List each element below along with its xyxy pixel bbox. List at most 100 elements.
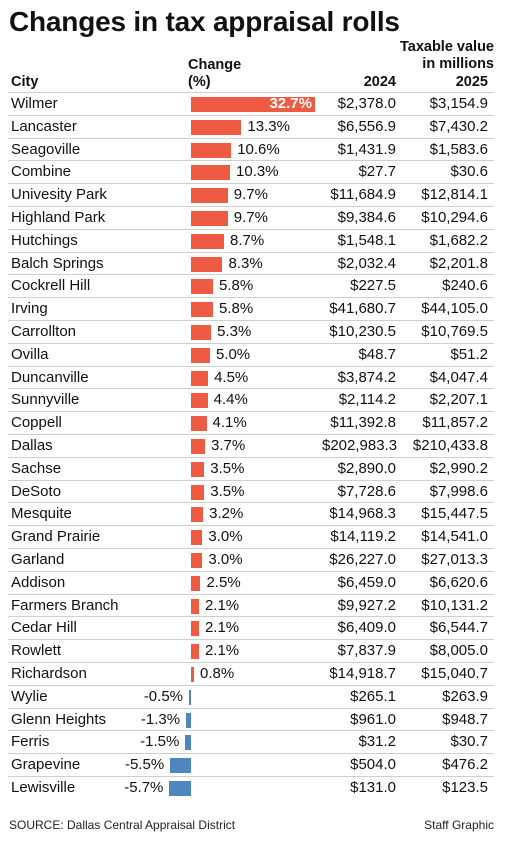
city-name: Irving xyxy=(11,300,48,318)
change-bar-positive xyxy=(191,621,199,637)
change-bar-negative xyxy=(186,712,191,728)
value-2025: $14,541.0 xyxy=(421,528,488,546)
change-bar-negative xyxy=(169,781,191,796)
change-bar-positive xyxy=(191,97,315,112)
change-label: 8.3% xyxy=(228,254,263,272)
table-row: Glenn Heights -1.3% $961.0 $948.7 xyxy=(8,707,494,731)
city-name: Wilmer xyxy=(11,95,58,112)
change-label: 4.5% xyxy=(214,368,249,386)
value-2024: $11,392.8 xyxy=(330,414,396,432)
city-name: Duncanville xyxy=(11,368,89,386)
table-row: Lewisville -5.7% $131.0 $123.5 xyxy=(8,776,494,799)
value-2025: $263.9 xyxy=(442,687,488,705)
change-label: 5.8% xyxy=(218,277,254,295)
table-row: Addison 2.5% $6,459.0 $6,620.6 xyxy=(8,570,494,594)
table-row: Grand Prairie 3.0% $14,119.2 $14,541.0 xyxy=(8,525,494,548)
value-2024: $2,890.0 xyxy=(337,459,396,477)
table-row: Wylie -0.5% $265.1 $263.9 xyxy=(8,684,494,708)
value-2024: $6,459.0 xyxy=(337,573,396,591)
change-bar-positive xyxy=(191,256,223,272)
value-2024: $131.0 xyxy=(350,779,396,796)
value-2025: $10,131.2 xyxy=(421,596,488,614)
change-bar-positive xyxy=(191,279,213,295)
city-name: Rowlett xyxy=(11,642,62,660)
city-name: Highland Park xyxy=(11,209,106,226)
value-2024: $48.7 xyxy=(358,345,396,363)
change-bar-positive xyxy=(191,233,224,249)
city-name: Ovilla xyxy=(11,345,49,363)
change-label: -0.5% xyxy=(143,687,183,705)
value-2024: $1,431.9 xyxy=(337,140,396,158)
city-name: Sunnyville xyxy=(11,391,80,409)
change-bar-positive xyxy=(191,553,203,568)
value-2024: $961.0 xyxy=(350,710,396,728)
table-row: Cedar Hill 2.1% $6,409.0 $6,544.7 xyxy=(8,616,494,639)
change-label: 8.7% xyxy=(229,231,265,249)
change-bar-positive xyxy=(191,598,199,614)
change-label: 2.1% xyxy=(204,642,240,660)
table-row: Cockrell Hill 5.8% $227.5 $240.6 xyxy=(8,274,494,297)
value-2025: $476.2 xyxy=(442,756,488,774)
city-name: Coppell xyxy=(11,414,62,432)
table-row: Garland 3.0% $26,227.0 $27,013.3 xyxy=(8,548,494,571)
value-2024: $227.5 xyxy=(350,277,396,295)
change-label: 10.3% xyxy=(236,163,279,181)
source-note: SOURCE: Dallas Central Appraisal Distric… xyxy=(9,818,236,832)
value-2025: $210,433.8 xyxy=(412,437,488,454)
column-header-taxable-line1: Taxable value xyxy=(399,39,494,55)
city-name: Ferris xyxy=(11,733,50,751)
value-2024: $504.0 xyxy=(350,756,396,774)
change-bar-positive xyxy=(191,347,210,363)
city-name: Grand Prairie xyxy=(11,528,101,546)
table-row: Irving 5.8% $41,680.7 $44,105.0 xyxy=(8,297,494,320)
value-2024: $9,384.6 xyxy=(337,209,396,226)
value-2025: $2,207.1 xyxy=(429,391,488,409)
table-row: Mesquite 3.2% $14,968.3 $15,447.5 xyxy=(8,502,494,525)
value-2024: $2,378.0 xyxy=(337,95,396,112)
change-bar-positive xyxy=(191,211,228,226)
value-2025: $27,013.3 xyxy=(421,551,488,568)
column-header-change: Change (%) xyxy=(188,57,241,91)
change-label: 3.5% xyxy=(210,459,245,477)
value-2025: $10,294.6 xyxy=(421,209,488,226)
value-2024: $202,983.3 xyxy=(322,437,398,454)
value-2024: $14,968.3 xyxy=(329,505,396,523)
table-row: Combine 10.3% $27.7 $30.6 xyxy=(8,160,494,183)
change-label: 4.4% xyxy=(213,391,248,409)
value-2025: $948.7 xyxy=(442,710,488,728)
table-row: Ferris -1.5% $31.2 $30.7 xyxy=(8,730,494,753)
column-header-2025: 2025 xyxy=(455,74,488,90)
change-bar-positive xyxy=(191,461,205,477)
value-2025: $1,583.6 xyxy=(429,140,488,158)
city-name: Hutchings xyxy=(11,231,78,249)
value-2025: $12,814.1 xyxy=(421,186,488,204)
city-name: Cockrell Hill xyxy=(11,277,91,295)
city-name: Grapevine xyxy=(11,756,81,774)
change-label: -1.3% xyxy=(140,710,181,728)
value-2025: $30.6 xyxy=(450,163,488,181)
table-row: Duncanville 4.5% $3,874.2 $4,047.4 xyxy=(8,365,494,389)
value-2024: $10,230.5 xyxy=(329,323,396,340)
change-label: 3.7% xyxy=(211,437,246,454)
city-name: Sachse xyxy=(11,459,62,477)
change-label: 2.1% xyxy=(204,619,240,637)
city-name: Glenn Heights xyxy=(11,710,107,728)
value-2025: $123.5 xyxy=(442,779,488,796)
value-2025: $10,769.5 xyxy=(421,323,488,340)
value-2025: $3,154.9 xyxy=(429,95,488,112)
value-2025: $2,201.8 xyxy=(429,254,488,272)
city-name: Farmers Branch xyxy=(11,596,119,614)
change-label: 9.7% xyxy=(233,186,268,204)
column-header-2024: 2024 xyxy=(363,74,396,90)
city-name: DeSoto xyxy=(11,482,62,500)
city-name: Univesity Park xyxy=(11,186,107,204)
change-label: 3.0% xyxy=(208,551,243,568)
table-row: DeSoto 3.5% $7,728.6 $7,998.6 xyxy=(8,479,494,503)
change-bar-positive xyxy=(191,302,213,318)
table-row: Sunnyville 4.4% $2,114.2 $2,207.1 xyxy=(8,388,494,411)
value-2024: $14,119.2 xyxy=(330,528,396,546)
change-bar-negative xyxy=(185,735,191,751)
value-2025: $44,105.0 xyxy=(421,300,488,318)
value-2025: $30.7 xyxy=(450,733,488,751)
city-name: Balch Springs xyxy=(11,254,104,272)
